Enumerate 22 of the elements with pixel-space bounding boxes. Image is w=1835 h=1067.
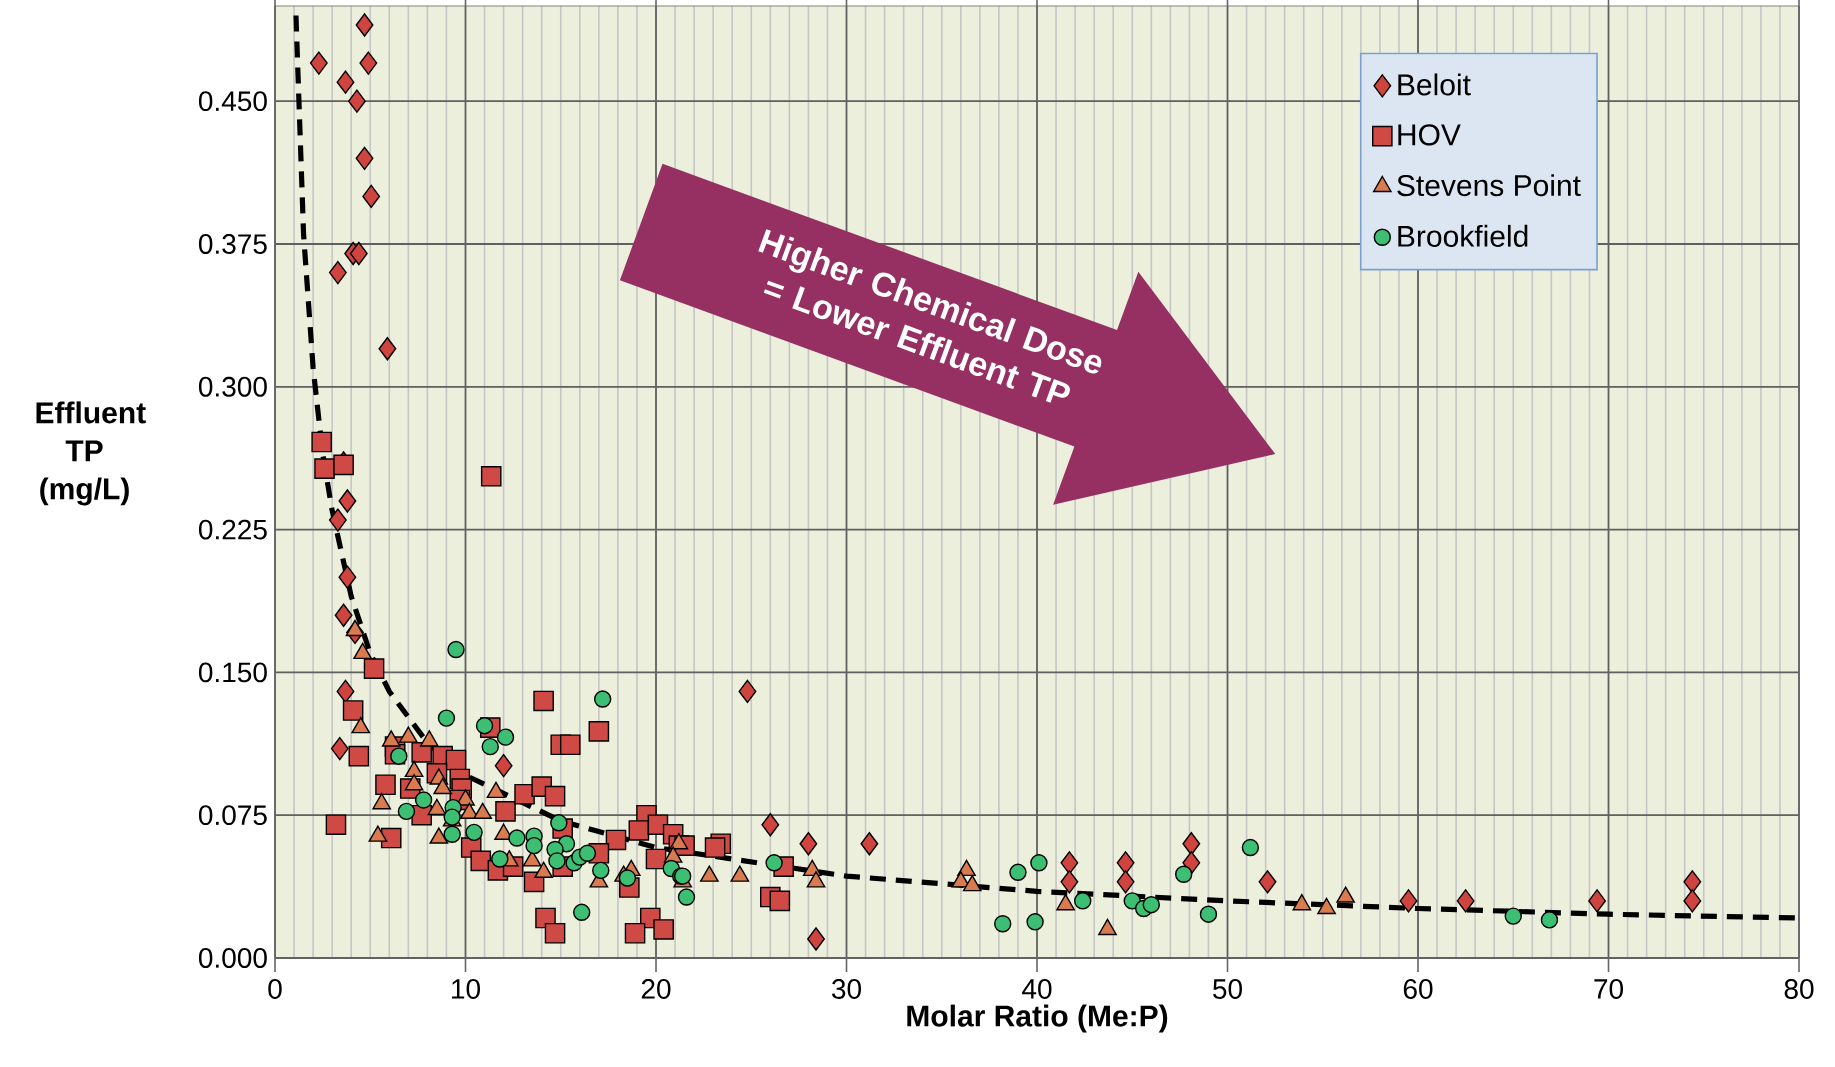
y-tick-label: 0.300 — [198, 376, 267, 397]
legend-label: Stevens Point — [1397, 174, 1581, 197]
legend-label: Beloit — [1398, 73, 1471, 96]
x-axis-title: Molar Ratio (Me:P) — [907, 1004, 1168, 1033]
x-tick-label: 80 — [1784, 979, 1814, 999]
legend-label: HOV — [1398, 124, 1461, 146]
x-tick-label: 60 — [1403, 979, 1433, 999]
x-tick-label: 30 — [832, 979, 861, 999]
x-tick-label: 10 — [452, 979, 480, 999]
legend-label: Brookfield — [1398, 224, 1528, 247]
y-tick-label: 0.225 — [198, 519, 267, 540]
y-axis-title: Effluent TP (mg/L) — [36, 401, 146, 506]
y-tick-label: 0.000 — [198, 948, 267, 969]
x-tick-label: 50 — [1213, 979, 1242, 999]
y-tick-label: 0.450 — [198, 91, 267, 112]
y-tick-label: 0.150 — [198, 662, 267, 683]
x-tick-label: 70 — [1594, 979, 1623, 999]
y-tick-label: 0.075 — [198, 805, 267, 826]
x-tick-label: 20 — [641, 979, 671, 999]
x-tick-label: 0 — [268, 979, 282, 999]
y-tick-label: 0.375 — [198, 234, 267, 255]
x-tick-label: 40 — [1022, 979, 1052, 999]
